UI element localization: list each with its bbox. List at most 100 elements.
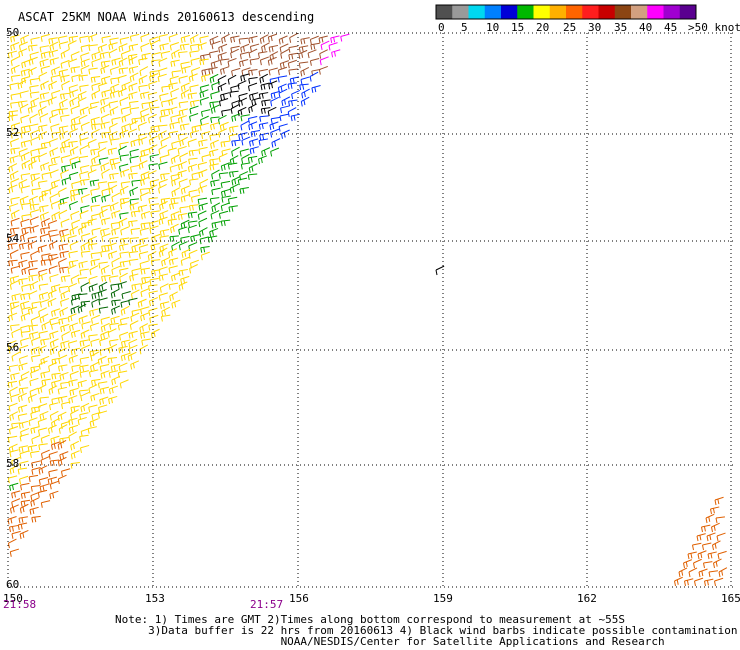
wind-barb	[78, 389, 89, 397]
wind-barb	[88, 44, 98, 51]
legend-swatch	[598, 5, 616, 19]
wind-barb	[21, 283, 31, 292]
wind-barb	[58, 424, 68, 434]
wind-barb	[87, 138, 97, 149]
wind-barb	[209, 148, 219, 157]
wind-barb	[198, 139, 208, 147]
wind-barb	[211, 187, 221, 196]
wind-barb	[160, 136, 170, 147]
wind-barb	[210, 122, 220, 131]
wind-barb	[69, 188, 80, 197]
wind-barb	[100, 60, 111, 68]
wind-barb	[101, 274, 111, 282]
wind-barb	[28, 123, 39, 132]
wind-barb	[20, 130, 30, 139]
wind-barb	[108, 385, 119, 395]
wind-barb	[30, 129, 40, 139]
wind-barb	[67, 313, 77, 323]
wind-barb	[119, 331, 129, 341]
wind-barb	[180, 82, 190, 92]
wind-barb	[80, 391, 90, 402]
wind-barb	[119, 260, 130, 268]
wind-barb	[48, 163, 58, 172]
wind-barb	[10, 304, 20, 315]
legend-swatch	[566, 5, 583, 19]
legend-swatch	[452, 5, 469, 19]
wind-barb	[137, 121, 147, 131]
wind-barb	[137, 298, 147, 308]
wind-barb	[68, 58, 78, 68]
wind-barb	[268, 67, 278, 76]
wind-barb	[310, 42, 320, 50]
wind-barb	[120, 200, 130, 210]
wind-barb	[157, 124, 168, 132]
wind-barb	[201, 73, 211, 82]
wind-barb	[80, 402, 90, 413]
legend-swatch	[501, 5, 518, 19]
wind-barb	[38, 360, 48, 370]
wind-barb	[149, 203, 160, 211]
wind-barb	[117, 323, 128, 331]
wind-barb	[49, 234, 59, 242]
wind-barb	[7, 475, 18, 484]
wind-barb	[60, 114, 70, 122]
wind-barb	[88, 404, 98, 413]
wind-barb	[696, 533, 706, 542]
wind-barb	[50, 321, 61, 330]
wind-barb	[119, 272, 128, 283]
wind-barb	[181, 65, 191, 74]
wind-barb	[78, 260, 88, 269]
wind-barb	[19, 195, 29, 205]
wind-barb	[171, 49, 180, 59]
wind-barb	[39, 99, 49, 108]
wind-barb	[128, 55, 138, 66]
footnotes: Note: 1) Times are GMT 2)Times along bot…	[115, 614, 738, 647]
wind-barb	[88, 369, 99, 378]
wind-barb	[40, 65, 50, 74]
wind-barb	[160, 108, 170, 116]
wind-barb	[70, 409, 79, 419]
wind-barb	[280, 105, 290, 114]
wind-barb	[148, 144, 158, 154]
wind-barb	[331, 49, 341, 58]
wind-barb	[158, 178, 168, 188]
wind-barb	[140, 312, 150, 322]
wind-barb	[240, 43, 250, 53]
wind-barb	[49, 193, 59, 203]
wind-barb	[90, 361, 99, 372]
wind-barb	[68, 395, 78, 404]
wind-barb	[49, 410, 59, 421]
wind-barb	[47, 220, 58, 229]
wind-barb	[199, 227, 208, 237]
wind-barb	[119, 141, 129, 149]
wind-barb	[148, 184, 158, 195]
wind-barb	[60, 233, 70, 243]
wind-barb	[177, 51, 188, 58]
wind-barb	[189, 105, 199, 114]
wind-barb	[71, 160, 81, 170]
wind-barb	[9, 82, 19, 90]
wind-barb	[37, 146, 48, 155]
wind-barb	[129, 237, 139, 244]
wind-barb	[8, 364, 19, 372]
wind-barb	[10, 64, 20, 75]
wind-barb	[200, 109, 211, 117]
wind-barb	[79, 106, 89, 116]
wind-barb	[217, 114, 227, 125]
wind-barb	[17, 467, 28, 475]
wind-barb	[48, 385, 58, 395]
wind-barb	[51, 372, 61, 380]
wind-barb	[198, 146, 208, 155]
wind-barb	[180, 256, 190, 266]
wind-barb	[179, 136, 188, 147]
wind-barb	[159, 229, 170, 237]
wind-barb	[160, 50, 171, 59]
wind-barb	[180, 194, 190, 203]
wind-barb	[29, 377, 39, 387]
wind-barb	[11, 498, 21, 508]
wind-barb	[121, 291, 131, 300]
wind-barb	[169, 164, 179, 173]
wind-barb	[19, 103, 29, 114]
wind-barb	[28, 274, 38, 282]
wind-barb	[20, 491, 31, 499]
